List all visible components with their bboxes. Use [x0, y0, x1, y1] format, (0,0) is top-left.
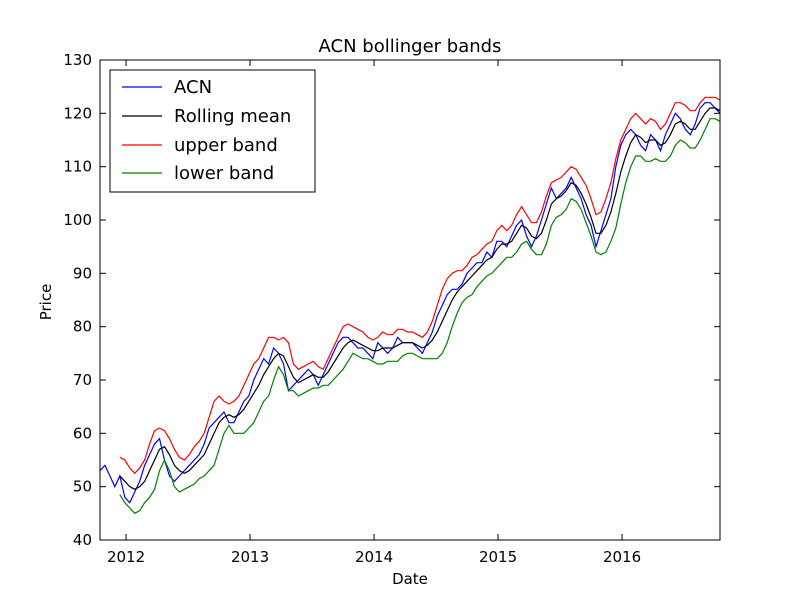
series-line-rolling-mean: [119, 107, 720, 491]
legend-label-upper-band: upper band: [174, 135, 278, 156]
x-tick-label: 2012: [107, 548, 145, 566]
chart-title: ACN bollinger bands: [319, 36, 502, 57]
y-tick-label: 120: [63, 104, 92, 122]
x-axis-label: Date: [392, 570, 428, 588]
plot-frame: [99, 59, 721, 541]
y-tick-label: 40: [73, 531, 92, 549]
ticks-group: 40 50 60 70 80 90 100 110 120 130 2012 2013 2014 2015…: [63, 51, 720, 566]
x-tick-label: 2016: [603, 548, 641, 566]
y-axis-label: Price: [37, 284, 55, 321]
series-line-lower-band: [119, 118, 720, 515]
series-group: [100, 96, 720, 515]
x-tick-label: 2015: [479, 548, 517, 566]
x-tick-label: 2013: [231, 548, 269, 566]
y-tick-label: 100: [63, 211, 92, 229]
y-tick-label: 90: [73, 264, 92, 282]
legend-label-acn: ACN: [174, 77, 212, 98]
y-tick-label: 130: [63, 51, 92, 69]
y-tick-label: 50: [73, 478, 92, 496]
y-tick-label: 110: [63, 158, 92, 176]
y-tick-label: 80: [73, 318, 92, 336]
legend-label-lower-band: lower band: [174, 163, 274, 184]
y-tick-label: 60: [73, 424, 92, 442]
x-tick-label: 2014: [355, 548, 393, 566]
series-line-upper-band: [119, 96, 720, 475]
y-tick-label: 70: [73, 371, 92, 389]
legend-label-rolling-mean: Rolling mean: [174, 106, 291, 127]
legend: ACN Rolling mean upper band lower band: [109, 69, 316, 193]
legend-box: [109, 69, 316, 193]
